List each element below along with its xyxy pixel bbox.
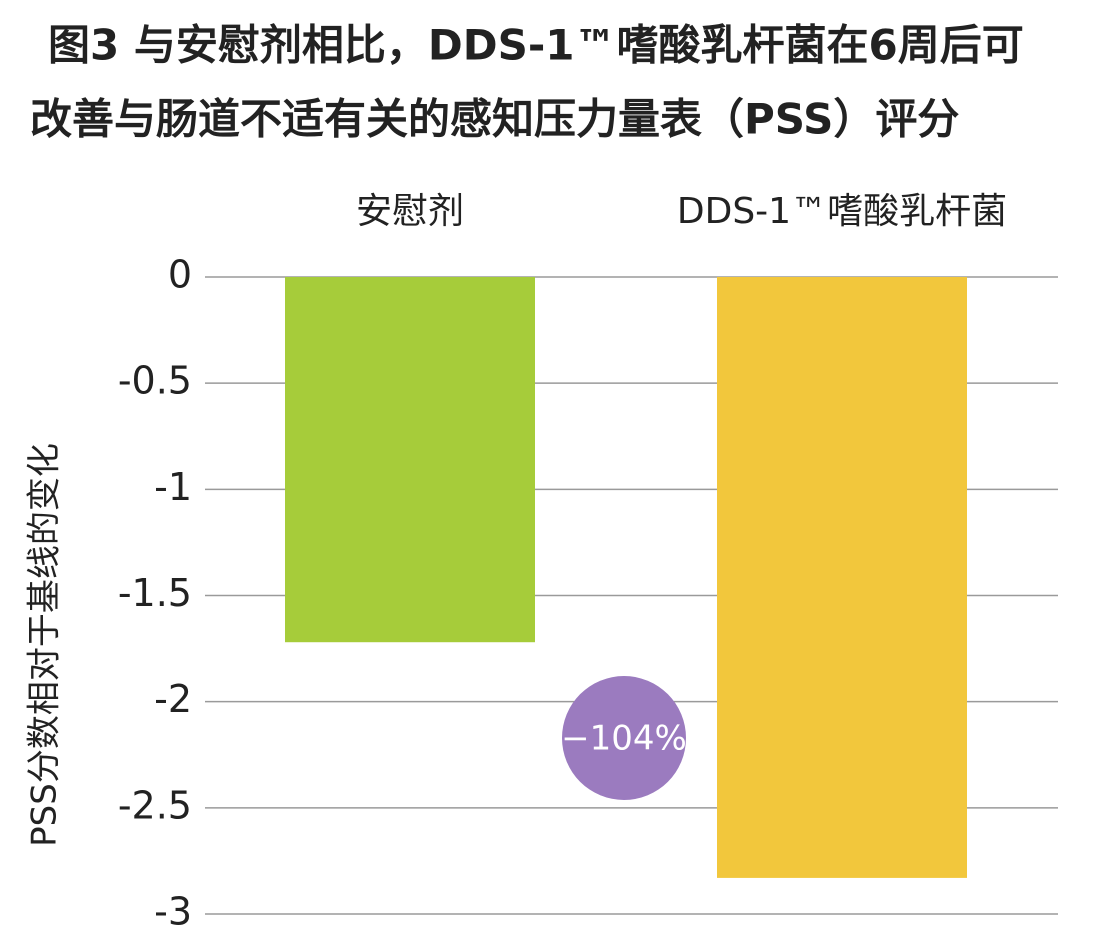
y-tick-label: 0 (168, 253, 192, 297)
bar (285, 277, 535, 643)
bar (717, 277, 967, 878)
y-axis-label: PSS分数相对于基线的变化 (25, 443, 65, 847)
category-label: 安慰剂 (356, 191, 464, 232)
y-tick-label: -2 (154, 677, 192, 721)
y-tick-label: -0.5 (118, 359, 192, 403)
y-tick-label: -2.5 (118, 783, 192, 827)
category-label: DDS-1™嗜酸乳杆菌 (677, 191, 1007, 232)
chart-title: 图3 与安慰剂相比，DDS-1™嗜酸乳杆菌在6周后可 (48, 21, 1024, 70)
chart-title: 改善与肠道不适有关的感知压力量表（PSS）评分 (30, 95, 959, 144)
annotation: −104% (561, 719, 687, 759)
y-tick-label: -3 (154, 890, 192, 934)
y-tick-label: -1.5 (118, 571, 192, 615)
y-tick-label: -1 (154, 465, 192, 509)
annotation-badge (562, 676, 686, 800)
